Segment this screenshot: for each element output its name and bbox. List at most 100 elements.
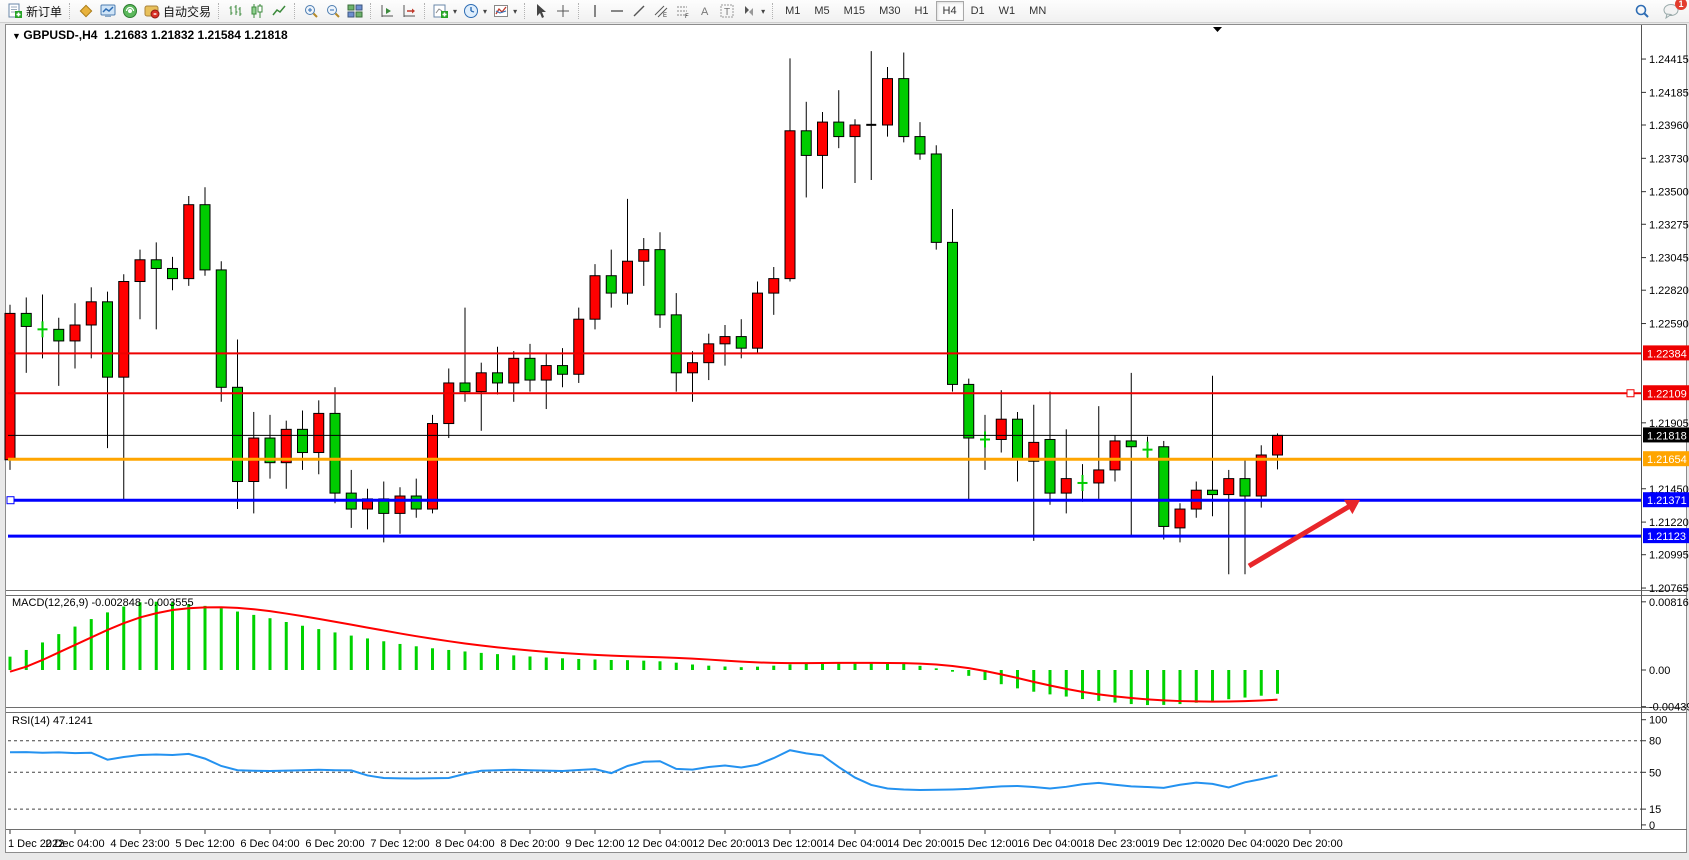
time-tick-label: 20 Dec 04:00	[1212, 838, 1277, 850]
timeframe-h4[interactable]: H4	[935, 1, 964, 21]
fibonacci-tool-button[interactable]: F	[672, 2, 694, 20]
notification-badge: 1	[1675, 0, 1687, 10]
bar-chart-button[interactable]	[224, 2, 246, 20]
tile-windows-button[interactable]	[344, 2, 366, 20]
text-tool-button[interactable]: A	[694, 2, 716, 20]
arrow-head[interactable]	[1344, 499, 1360, 515]
rsi-value: 47.1241	[52, 715, 93, 727]
candle	[752, 292, 763, 349]
price-tick-label: 1.23500	[1649, 187, 1689, 199]
new-order-button[interactable]: 新订单	[4, 2, 65, 20]
fibonacci-icon: F	[677, 6, 689, 19]
candle	[898, 78, 910, 138]
templates-button[interactable]: ▾	[490, 2, 520, 20]
chart-menu-icon[interactable]	[1213, 27, 1222, 32]
vertical-line-tool-button[interactable]	[584, 2, 606, 20]
auto-scroll-button[interactable]	[398, 2, 420, 20]
line-chart-button[interactable]	[268, 2, 290, 20]
quotes-button[interactable]	[75, 2, 97, 20]
timeframe-m15[interactable]: M15	[843, 5, 866, 17]
trendline-tool-button[interactable]	[628, 2, 650, 20]
timeframe-m5[interactable]: M5	[814, 5, 830, 17]
toolbar-separator	[69, 3, 71, 19]
price-tick-label: 1.24415	[1649, 54, 1689, 66]
timeframe-mn[interactable]: MN	[1029, 5, 1047, 17]
autotrading-icon	[144, 5, 160, 19]
arrows-icon	[745, 6, 754, 16]
rsi-tick-label: 15	[1649, 804, 1661, 816]
bar-chart-icon	[229, 5, 242, 16]
candle	[394, 495, 406, 514]
market-watch-button[interactable]	[97, 2, 119, 20]
timeframe-m1[interactable]: M1	[785, 5, 801, 17]
market-watch-icon	[100, 4, 116, 17]
toolbar-separator	[370, 3, 372, 19]
horizontal-line-tool-button[interactable]	[606, 2, 628, 20]
price-tick-label: 1.23960	[1649, 120, 1689, 132]
arrow-annotation[interactable]	[1247, 502, 1353, 569]
chart-collapse-icon[interactable]: ▼	[12, 31, 24, 41]
svg-text:T: T	[724, 7, 730, 18]
candle	[443, 382, 455, 425]
signals-button[interactable]	[119, 2, 141, 20]
zoom-out-button[interactable]	[322, 2, 344, 20]
time-tick-label: 8 Dec 20:00	[500, 838, 559, 850]
cursor-tool-button[interactable]	[530, 2, 552, 20]
time-tick-label: 14 Dec 04:00	[822, 838, 887, 850]
timeframe-m30[interactable]: M30	[879, 5, 901, 17]
chart-shift-icon	[381, 5, 394, 17]
timeframe-w1[interactable]: W1	[998, 5, 1016, 17]
quotes-icon	[79, 4, 93, 18]
notifications-button[interactable]: 1	[1659, 0, 1687, 20]
time-tick-label: 13 Dec 12:00	[757, 838, 822, 850]
price-tick-label: 1.24185	[1649, 87, 1689, 99]
candle	[1272, 434, 1283, 456]
channel-tool-button[interactable]: E	[650, 2, 672, 20]
candle	[687, 362, 698, 374]
candle	[963, 383, 975, 439]
candle	[508, 357, 520, 384]
text-label-tool-button[interactable]: T	[716, 2, 738, 20]
price-tick-label: 1.23730	[1649, 153, 1689, 165]
candle	[930, 153, 942, 243]
macd-tick-label: 0.008166	[1649, 597, 1689, 609]
candle	[410, 495, 422, 510]
crosshair-tool-button[interactable]	[552, 2, 574, 20]
hline-handle[interactable]	[6, 496, 15, 505]
dropdown-arrow-icon: ▾	[513, 6, 518, 16]
candle	[670, 314, 682, 374]
price-badge	[1643, 528, 1689, 544]
text-label-icon: T	[720, 4, 734, 18]
price-tick-label: 1.23275	[1649, 219, 1689, 231]
chart-shift-button[interactable]	[376, 2, 398, 20]
time-tick-label: 12 Dec 20:00	[692, 838, 757, 850]
candle	[735, 336, 747, 349]
autotrading-button[interactable]: 自动交易	[141, 2, 214, 20]
candle	[719, 336, 731, 345]
rsi-tick-label: 50	[1649, 767, 1661, 779]
price-badge-label: 1.21371	[1647, 495, 1687, 507]
arrows-tool-button[interactable]: ▾	[738, 2, 768, 20]
candle	[1207, 489, 1218, 496]
search-button[interactable]	[1631, 2, 1653, 20]
candle	[654, 249, 666, 316]
time-tick-label: 8 Dec 04:00	[435, 838, 494, 850]
candle	[4, 312, 16, 461]
candle	[69, 324, 81, 342]
candle	[833, 121, 845, 138]
hline-handle[interactable]	[1626, 389, 1635, 398]
timeframe-d1[interactable]: D1	[970, 5, 985, 17]
zoom-in-button[interactable]	[300, 2, 322, 20]
candlestick-chart-button[interactable]	[246, 2, 268, 20]
text-icon: A	[701, 6, 709, 18]
channel-icon: E	[654, 5, 668, 19]
candle	[1093, 469, 1105, 484]
price-badge	[1643, 345, 1689, 361]
rsi-tick-label: 0	[1649, 820, 1655, 832]
periods-button[interactable]: ▾	[460, 2, 490, 20]
rsi-indicator-label: RSI(14) 47.1241	[12, 715, 93, 727]
indicators-button[interactable]: ▾	[430, 2, 460, 20]
cursor-icon	[537, 4, 547, 18]
timeframe-h1[interactable]: H1	[914, 5, 929, 17]
